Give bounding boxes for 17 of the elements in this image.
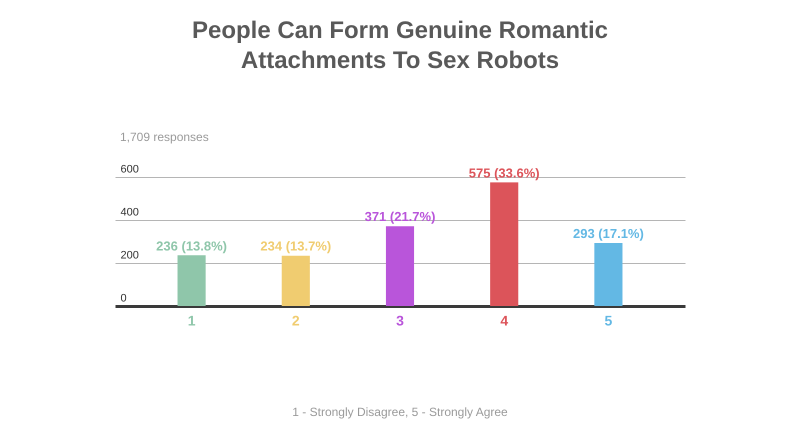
x-tick-label: 2 <box>292 312 300 328</box>
y-tick-label: 200 <box>120 250 139 262</box>
x-tick-label: 4 <box>500 312 508 328</box>
x-tick-label: 5 <box>604 312 613 328</box>
text: 1 - Strongly Disagree, 5 - Strongly Agree <box>292 405 508 419</box>
data-label: 293 (17.1%) <box>572 226 644 242</box>
data-label: 234 (13.7%) <box>260 238 332 254</box>
x-tick-label: 1 <box>188 312 196 328</box>
data-label: 371 (21.7%) <box>364 209 436 224</box>
y-tick-label: 400 <box>120 206 139 218</box>
x-tick-label: 3 <box>396 312 404 328</box>
y-tick-label: 600 <box>120 164 139 176</box>
text: 1,709 responses <box>120 130 209 144</box>
data-label: 575 (33.6%) <box>468 165 540 180</box>
chart-title: People Can Form Genuine Romantic Attachments To Sex Robots <box>192 17 608 74</box>
y-tick-label: 0 <box>120 292 127 304</box>
data-label: 236 (13.8%) <box>156 238 228 254</box>
